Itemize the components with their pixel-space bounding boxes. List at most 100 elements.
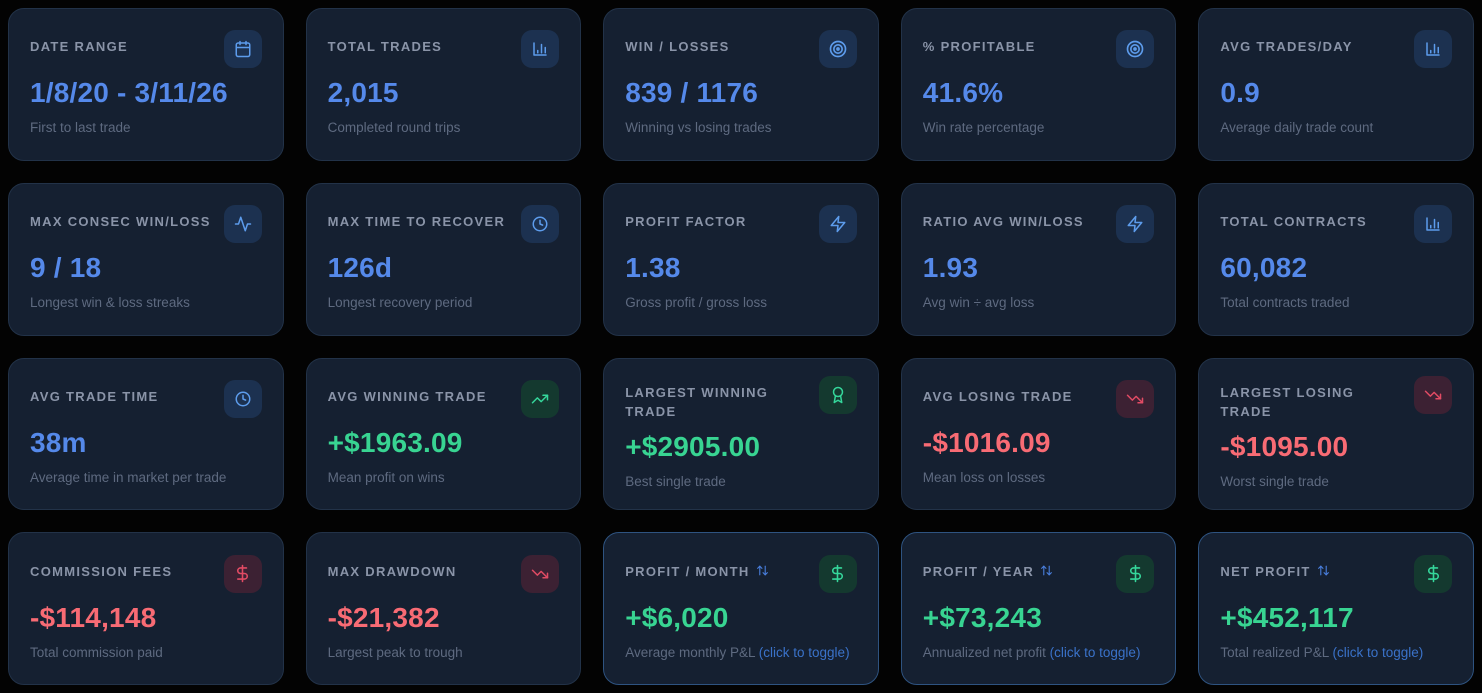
clock-icon: [223, 379, 262, 418]
card-value: 0.9: [1220, 77, 1260, 109]
card-title: TOTAL TRADES: [327, 39, 443, 55]
card-subtitle: Average daily trade count: [1220, 120, 1374, 136]
stat-card-total-contracts: TOTAL CONTRACTS 60,082 Total contracts tra…: [1198, 182, 1474, 336]
card-subtitle: Largest peak to trough: [327, 644, 463, 660]
target-icon: [818, 30, 857, 69]
card-subtitle: Winning vs losing trades: [625, 120, 772, 136]
card-title: MAX TIME TO RECOVER: [327, 214, 506, 229]
dollar-icon: [818, 554, 857, 593]
card-title: PROFIT / YEAR: [923, 555, 1053, 583]
stat-card-win-losses: WIN / LOSSES 839 / 1176 Winning vs losing …: [603, 8, 879, 161]
card-value: +$73,243: [922, 601, 1042, 633]
card-title: AVG WINNING TRADE: [327, 388, 487, 404]
card-value: +$2905.00: [625, 430, 761, 462]
trending-down-icon: [1414, 375, 1452, 414]
target-icon: [1116, 30, 1155, 69]
click-to-toggle-link[interactable]: (click to toggle): [1332, 644, 1424, 660]
card-title: PROFIT FACTOR: [625, 214, 747, 229]
card-title: AVG TRADE TIME: [30, 388, 159, 404]
click-to-toggle-link[interactable]: (click to toggle): [758, 644, 850, 660]
dollar-icon: [1414, 554, 1452, 593]
stat-card-commission-fees: COMMISSION FEES -$114,148 Total commission…: [8, 532, 284, 685]
arrow-up-down-icon: [1317, 563, 1330, 583]
activity-icon: [223, 205, 262, 243]
arrow-up-down-icon: [756, 563, 769, 583]
card-title: PROFIT / MONTH: [625, 555, 768, 583]
stat-card-profit-year[interactable]: PROFIT / YEAR +$73,243 Annualized net prof…: [900, 532, 1177, 685]
clock-icon: [521, 205, 560, 243]
stat-card-profit-factor: PROFIT FACTOR 1.38 Gross profit / gross lo…: [603, 182, 879, 336]
card-value: 38m: [30, 426, 87, 458]
card-value: 9 / 18: [30, 252, 102, 283]
stat-card-avg-trades-day: AVG TRADES/DAY 0.9 Average daily trade cou…: [1198, 8, 1474, 161]
card-value: -$21,382: [327, 601, 440, 633]
stat-card-largest-losing-trade: LARGEST LOSING TRADE -$1095.00 Worst singl…: [1198, 357, 1474, 511]
card-title: AVG TRADES/DAY: [1220, 39, 1353, 55]
card-subtitle: Average time in market per trade: [30, 469, 227, 485]
bar-chart-icon: [1414, 30, 1452, 69]
stat-card-profitable: % PROFITABLE 41.6% Win rate percentage: [900, 8, 1177, 161]
stat-card-avg-losing-trade: AVG LOSING TRADE -$1016.09 Mean loss on lo…: [900, 357, 1177, 511]
card-value: 2,015: [327, 77, 399, 109]
card-title: COMMISSION FEES: [30, 563, 173, 579]
card-title: % PROFITABLE: [922, 39, 1036, 55]
zap-icon: [818, 205, 857, 243]
calendar-icon: [223, 30, 262, 69]
stat-card-date-range: DATE RANGE 1/8/20 - 3/11/26 First to last …: [8, 8, 284, 161]
card-value: -$114,148: [30, 601, 157, 633]
card-title: NET PROFIT: [1220, 555, 1329, 583]
card-subtitle: Avg win ÷ avg loss: [922, 295, 1035, 310]
dollar-icon: [223, 554, 262, 593]
card-value: 1.93: [922, 252, 979, 283]
dollar-icon: [1116, 554, 1155, 593]
trending-up-icon: [521, 379, 560, 418]
card-title: WIN / LOSSES: [625, 39, 730, 55]
click-to-toggle-link[interactable]: (click to toggle): [1049, 644, 1141, 660]
card-subtitle: Completed round trips: [327, 120, 461, 136]
card-subtitle: Worst single trade: [1220, 473, 1329, 489]
card-title: DATE RANGE: [30, 39, 128, 55]
card-value: 1/8/20 - 3/11/26: [30, 77, 228, 109]
card-subtitle: First to last trade: [30, 120, 131, 136]
card-subtitle: Total contracts traded: [1220, 295, 1350, 310]
card-value: 41.6%: [922, 77, 1004, 109]
stat-card-net-profit[interactable]: NET PROFIT +$452,117 Total realized P&L (c…: [1198, 532, 1474, 685]
card-subtitle: Best single trade: [625, 473, 726, 489]
card-value: 839 / 1176: [625, 77, 758, 109]
card-title: MAX DRAWDOWN: [327, 563, 457, 579]
card-title: AVG LOSING TRADE: [922, 388, 1073, 404]
card-title: TOTAL CONTRACTS: [1220, 214, 1367, 229]
card-value: 60,082: [1220, 252, 1308, 283]
card-subtitle: Gross profit / gross loss: [625, 295, 767, 310]
card-subtitle: Win rate percentage: [922, 120, 1045, 136]
card-title: LARGEST LOSING TRADE: [1220, 384, 1355, 420]
stat-card-max-drawdown: MAX DRAWDOWN -$21,382 Largest peak to trou…: [305, 532, 582, 685]
card-value: -$1095.00: [1220, 430, 1349, 462]
card-title: LARGEST WINNING TRADE: [625, 384, 769, 420]
card-subtitle: Annualized net profit (click to toggle): [922, 644, 1141, 660]
stat-card-largest-winning-trade: LARGEST WINNING TRADE +$2905.00 Best singl…: [603, 357, 879, 511]
card-subtitle: Total commission paid: [30, 644, 163, 660]
card-value: +$452,117: [1220, 601, 1354, 633]
stat-card-max-time-to-recover: MAX TIME TO RECOVER 126d Longest recovery …: [305, 182, 582, 336]
card-subtitle: Total realized P&L (click to toggle): [1220, 644, 1424, 660]
card-subtitle: Mean loss on losses: [922, 469, 1046, 485]
card-title: MAX CONSEC WIN/LOSS: [30, 214, 211, 229]
card-subtitle: Longest recovery period: [327, 295, 473, 310]
card-subtitle: Longest win & loss streaks: [30, 295, 190, 310]
arrow-up-down-icon: [1040, 563, 1053, 583]
stat-card-profit-month[interactable]: PROFIT / MONTH +$6,020 Average monthly P&L…: [603, 532, 879, 685]
trending-down-icon: [521, 554, 560, 593]
trending-down-icon: [1116, 379, 1155, 418]
bar-chart-icon: [1414, 205, 1452, 243]
stat-card-avg-winning-trade: AVG WINNING TRADE +$1963.09 Mean profit on…: [305, 357, 582, 511]
card-value: +$1963.09: [327, 426, 463, 458]
stat-card-total-trades: TOTAL TRADES 2,015 Completed round trips: [305, 8, 582, 161]
card-value: +$6,020: [625, 601, 729, 633]
card-title: RATIO AVG WIN/LOSS: [922, 214, 1084, 229]
card-value: -$1016.09: [922, 426, 1051, 458]
award-icon: [818, 375, 857, 414]
stat-card-ratio-avg-win-loss: RATIO AVG WIN/LOSS 1.93 Avg win ÷ avg loss: [900, 182, 1177, 336]
card-value: 1.38: [625, 252, 681, 283]
